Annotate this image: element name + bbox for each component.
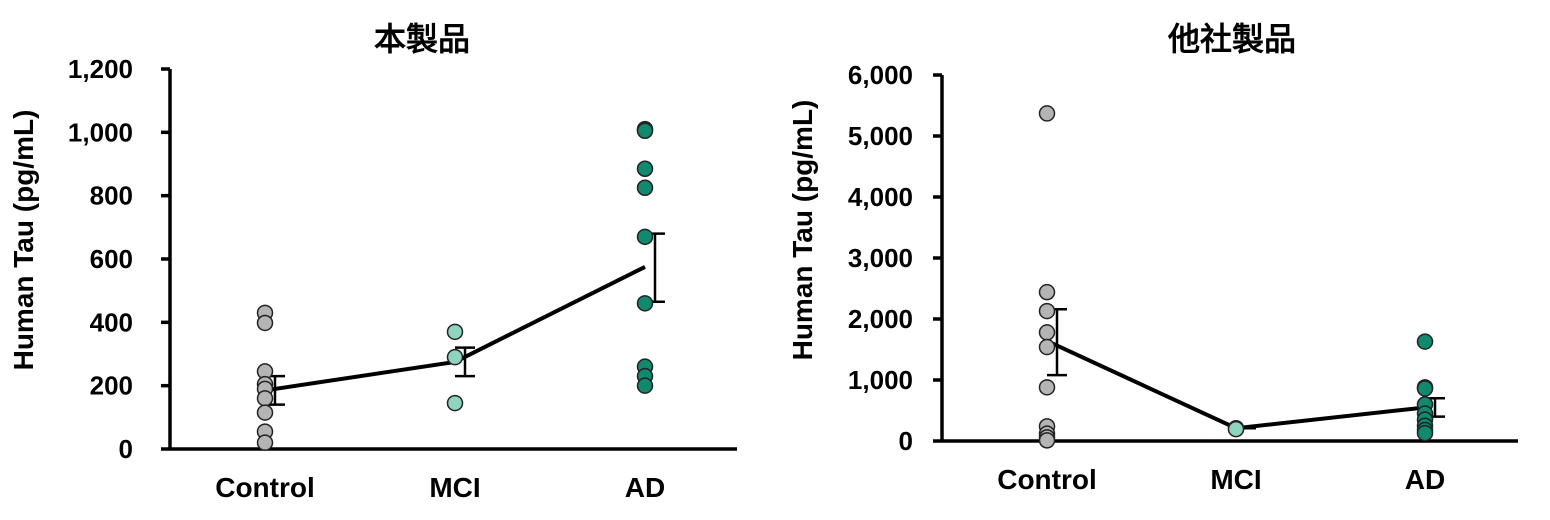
data-point-control xyxy=(1038,379,1056,396)
x-category-label: MCI xyxy=(1210,464,1261,495)
data-point-control xyxy=(1038,324,1056,341)
data-point-mci xyxy=(446,323,464,341)
y-tick-label: 600 xyxy=(90,244,133,274)
chart-title: 本製品 xyxy=(374,20,470,58)
data-point-mci xyxy=(446,348,464,366)
data-point-control xyxy=(256,390,274,407)
y-axis-label: Human Tau (pg/mL) xyxy=(8,110,39,371)
data-point-control xyxy=(1038,302,1056,320)
data-point-ad xyxy=(1416,424,1434,442)
data-point-ad xyxy=(636,228,654,246)
data-point-ad xyxy=(636,122,654,139)
y-tick-label: 200 xyxy=(90,371,133,401)
data-point-mci xyxy=(446,394,464,412)
y-tick-label: 4,000 xyxy=(848,182,913,212)
data-point-control xyxy=(1038,338,1056,356)
data-point-control xyxy=(256,404,274,421)
x-category-label: MCI xyxy=(429,472,480,503)
data-point-control xyxy=(256,434,274,451)
data-point-control xyxy=(1038,432,1056,449)
mean-line xyxy=(1046,339,1426,431)
data-point-control xyxy=(1038,105,1056,122)
data-point-ad xyxy=(1416,333,1434,350)
y-tick-label: 0 xyxy=(119,434,133,464)
y-tick-label: 3,000 xyxy=(848,243,913,273)
data-point-ad xyxy=(636,179,654,196)
y-tick-label: 2,000 xyxy=(848,304,913,334)
data-point-control xyxy=(1038,283,1056,301)
data-point-mci xyxy=(1227,420,1245,438)
data-point-ad xyxy=(636,160,654,177)
x-category-label: Control xyxy=(997,464,1097,495)
y-tick-label: 1,000 xyxy=(848,365,913,395)
data-point-ad xyxy=(1416,380,1434,397)
x-category-label: AD xyxy=(1405,464,1445,495)
data-point-ad xyxy=(636,295,654,312)
y-tick-label: 5,000 xyxy=(848,121,913,151)
y-axis-label: Human Tau (pg/mL) xyxy=(787,100,818,361)
y-tick-label: 0 xyxy=(899,426,913,456)
x-category-label: Control xyxy=(215,472,315,503)
y-tick-label: 400 xyxy=(90,307,133,337)
y-tick-label: 1,000 xyxy=(68,117,133,147)
chart-title: 他社製品 xyxy=(1167,20,1296,58)
x-category-label: AD xyxy=(625,472,665,503)
data-point-control xyxy=(256,314,274,332)
y-tick-label: 6,000 xyxy=(848,60,913,90)
y-tick-label: 1,200 xyxy=(68,54,133,84)
y-tick-label: 800 xyxy=(90,181,133,211)
data-point-ad xyxy=(636,377,654,394)
